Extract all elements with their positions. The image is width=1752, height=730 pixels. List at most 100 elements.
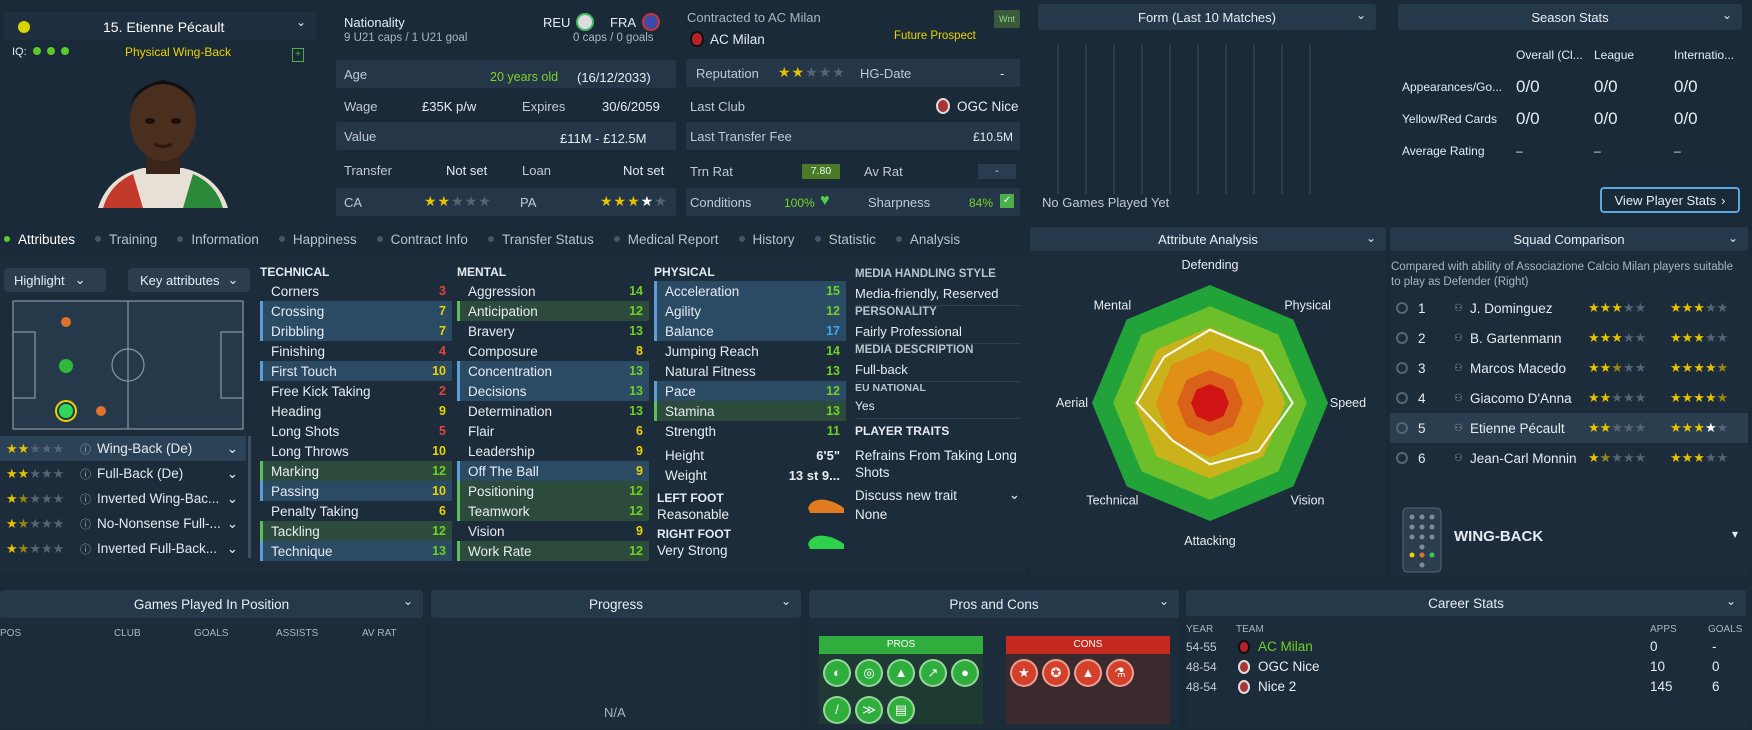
tab-medical-report[interactable]: Medical Report [613,232,719,247]
chevron-down-icon[interactable]: ⌄ [1721,8,1732,22]
career-team[interactable]: Nice 2 [1258,679,1297,694]
chevron-down-icon[interactable]: ▾ [1732,527,1739,541]
attribute-row[interactable]: Free Kick Taking 2 [271,383,446,399]
list-item[interactable]: ★★★★★ ⓘ Inverted Full-Back... ⌄ [0,536,246,561]
chevron-down-icon[interactable]: ⌄ [226,440,238,456]
boot-plus-icon[interactable]: ▲ [1074,659,1102,687]
run-icon[interactable]: ≫ [855,696,883,724]
attribute-row[interactable]: Strength 11 [665,423,840,439]
attribute-row[interactable]: Crossing 7 [260,301,452,321]
attribute-row[interactable]: Tackling 12 [260,521,452,541]
games-header[interactable]: Games Played In Position ⌄ [0,590,423,618]
attribute-row[interactable]: Long Shots 5 [271,423,446,439]
view-player-stats-button[interactable]: View Player Stats › [1600,187,1740,213]
compass-icon[interactable]: ✪ [1042,659,1070,687]
tab-happiness[interactable]: Happiness [278,232,357,247]
attribute-row[interactable]: Corners 3 [271,283,446,299]
last-club-value[interactable]: OGC Nice [957,99,1019,114]
attribute-row[interactable]: Passing 10 [260,481,452,501]
chevron-down-icon[interactable]: ⌄ [1355,8,1366,22]
attribute-row[interactable]: Stamina 13 [654,401,846,421]
chevron-down-icon[interactable]: ⌄ [780,594,791,608]
attribute-row[interactable]: Pace 12 [654,381,846,401]
radio-icon[interactable] [1396,392,1408,404]
player-header[interactable] [4,12,316,40]
nationality-1[interactable]: REU [543,13,595,31]
tab-training[interactable]: Training [95,232,157,247]
attribute-row[interactable]: Long Throws 10 [271,443,446,459]
attribute-row[interactable]: Jumping Reach 14 [665,343,840,359]
key-attributes-dropdown[interactable]: Key attributes ⌄ [128,268,250,292]
pros-cons-header[interactable]: Pros and Cons ⌄ [809,590,1179,618]
table-row[interactable]: 4 ⚇ Giacomo D'Anna ★★★★★ ★★★★★ [1390,383,1748,413]
bar-icon[interactable]: / [823,696,851,724]
season-header[interactable]: Season Stats ⌄ [1398,4,1742,30]
attribute-row[interactable]: Penalty Taking 6 [271,503,446,519]
attribute-row[interactable]: Dribbling 7 [260,321,452,341]
career-team[interactable]: OGC Nice [1258,659,1320,674]
attribute-row[interactable]: Marking 12 [260,461,452,481]
chevron-down-icon[interactable]: ⌄ [226,540,238,556]
chevron-down-icon[interactable]: ⌄ [226,465,238,481]
attribute-row[interactable]: Concentration 13 [457,361,649,381]
clipboard-icon[interactable]: ▤ [887,696,915,724]
attribute-row[interactable]: Natural Fitness 13 [665,363,840,379]
position-pitch[interactable] [12,300,244,430]
table-row[interactable]: 1 ⚇ J. Dominguez ★★★★★ ★★★★★ [1390,293,1748,323]
chevron-down-icon[interactable]: ⌄ [1725,594,1736,608]
list-item[interactable]: ★★★★★ ⓘ No-Nonsense Full-... ⌄ [0,511,246,536]
analysis-header[interactable]: Attribute Analysis ⌄ [1030,227,1386,251]
chevron-down-icon[interactable]: ⌄ [226,515,238,531]
add-icon[interactable]: + [292,48,304,62]
attribute-row[interactable]: Technique 13 [260,541,452,561]
table-row[interactable]: 2 ⚇ B. Gartenmann ★★★★★ ★★★★★ [1390,323,1748,353]
nationality-2[interactable]: FRA [610,13,660,31]
tab-statistic[interactable]: Statistic [814,232,876,247]
attribute-row[interactable]: Balance 17 [654,321,846,341]
positions-scrollbar[interactable] [248,436,251,558]
chevron-down-icon[interactable]: ⌄ [402,594,413,608]
boot-icon[interactable]: ▲ [887,659,915,687]
star-icon[interactable]: ★ [1010,659,1038,687]
trend-icon[interactable]: ↗ [919,659,947,687]
radio-icon[interactable] [1396,302,1408,314]
tab-transfer-status[interactable]: Transfer Status [487,232,594,247]
target-icon[interactable]: ◎ [855,659,883,687]
pro-icon[interactable]: ◐ [823,659,851,687]
career-team[interactable]: AC Milan [1258,639,1313,654]
loan-value[interactable]: Not set [623,163,665,178]
attribute-row[interactable]: Agility 12 [654,301,846,321]
attribute-row[interactable]: Heading 9 [271,403,446,419]
attribute-row[interactable]: Off The Ball 9 [457,461,649,481]
attribute-row[interactable]: First Touch 10 [260,361,452,381]
attribute-row[interactable]: Composure 8 [468,343,643,359]
chevron-down-icon[interactable]: ⌄ [1727,231,1738,245]
club-name[interactable]: AC Milan [710,32,765,47]
attribute-row[interactable]: Aggression 14 [468,283,643,299]
attribute-row[interactable]: Bravery 13 [468,323,643,339]
attribute-row[interactable]: Decisions 13 [457,381,649,401]
chevron-down-icon[interactable]: ⌄ [226,490,238,506]
table-row[interactable]: 5 ⚇ Etienne Pécault ★★★★★ ★★★★★ [1390,413,1748,443]
chevron-down-icon[interactable]: ⌄ [296,15,307,29]
career-header[interactable]: Career Stats ⌄ [1186,590,1746,616]
attribute-row[interactable]: Acceleration 15 [654,281,846,301]
tab-history[interactable]: History [738,232,795,247]
trait-1[interactable]: Refrains From Taking Long Shots [855,448,1017,480]
list-item[interactable]: ★★★★★ ⓘ Wing-Back (De) ⌄ [0,436,246,461]
attribute-row[interactable]: Teamwork 12 [457,501,649,521]
transfer-value[interactable]: Not set [446,163,488,178]
chevron-down-icon[interactable]: ⌄ [1158,594,1169,608]
attribute-row[interactable]: Positioning 12 [457,481,649,501]
highlight-dropdown[interactable]: Highlight ⌄ [4,268,106,292]
radio-icon[interactable] [1396,332,1408,344]
attribute-row[interactable]: Leadership 9 [468,443,643,459]
chevron-down-icon[interactable]: ⌄ [1365,231,1376,245]
tab-analysis[interactable]: Analysis [895,232,960,247]
list-item[interactable]: ★★★★★ ⓘ Inverted Wing-Bac... ⌄ [0,486,246,511]
attribute-row[interactable]: Anticipation 12 [457,301,649,321]
attribute-row[interactable]: Work Rate 12 [457,541,649,561]
head-icon[interactable]: ● [951,659,979,687]
attribute-row[interactable]: Determination 13 [468,403,643,419]
attribute-row[interactable]: Vision 9 [468,523,643,539]
